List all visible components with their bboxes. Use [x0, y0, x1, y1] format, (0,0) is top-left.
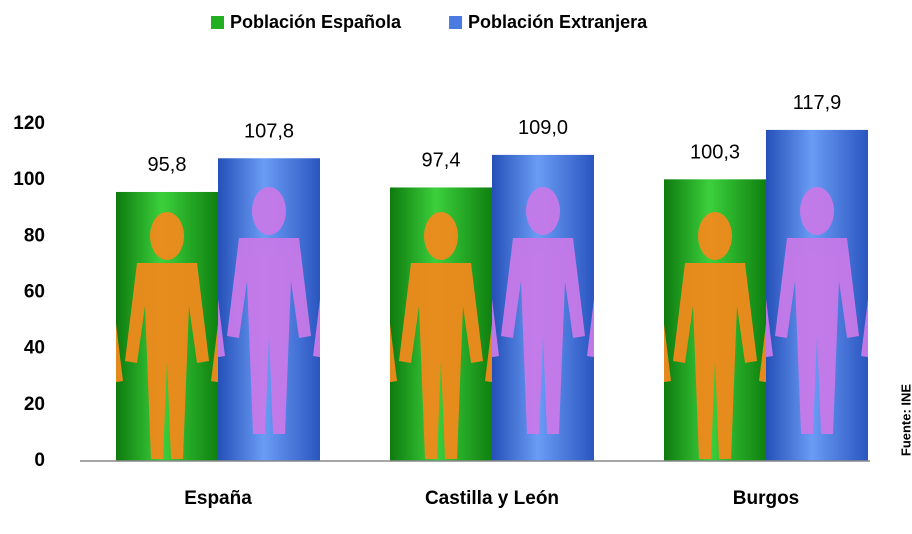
bar-decoration: [612, 212, 766, 459]
bar-decoration: [766, 187, 912, 434]
person-body: [775, 238, 859, 434]
person-head: [338, 207, 372, 255]
person-head: [64, 232, 98, 280]
person-body: [390, 323, 397, 383]
bar-decoration: [218, 187, 372, 434]
y-tick-label: 20: [24, 394, 45, 415]
person-body: [501, 238, 585, 434]
person-head: [886, 207, 912, 255]
y-tick-label: 80: [24, 225, 45, 246]
person-head: [698, 212, 732, 260]
person-head: [526, 187, 560, 235]
legend-swatch: [211, 16, 224, 29]
person-head: [252, 187, 286, 235]
bar-decoration: [492, 187, 646, 434]
x-tick-label: Castilla y León: [425, 488, 559, 509]
person-body: [313, 298, 320, 358]
person-body: [587, 298, 594, 358]
person-body: [673, 263, 757, 459]
source-note: Fuente: INE: [898, 384, 912, 457]
legend-swatch: [449, 16, 463, 29]
value-label: 97,4: [422, 150, 461, 172]
person-body: [125, 263, 209, 459]
person-body: [211, 323, 218, 383]
legend-label: Población Extranjera: [468, 12, 648, 32]
person-head: [612, 207, 646, 255]
x-tick-label: España: [184, 488, 252, 509]
bar-decoration: [338, 212, 492, 459]
person-body: [218, 298, 225, 358]
person-body: [116, 323, 123, 383]
value-label: 117,9: [793, 92, 842, 114]
person-body: [759, 323, 766, 383]
person-head: [800, 187, 834, 235]
bar-decoration: [64, 212, 218, 459]
y-tick-label: 40: [24, 338, 45, 359]
person-body: [664, 323, 671, 383]
person-body: [399, 263, 483, 459]
person-body: [766, 298, 773, 358]
person-head: [424, 212, 458, 260]
value-label: 100,3: [690, 142, 740, 164]
person-body: [485, 323, 492, 383]
person-head: [150, 212, 184, 260]
value-label: 95,8: [148, 154, 187, 176]
value-label: 109,0: [518, 117, 568, 139]
y-tick-label: 100: [13, 169, 45, 190]
y-tick-label: 120: [13, 113, 45, 134]
y-tick-label: 60: [24, 282, 45, 303]
person-head: [612, 232, 646, 280]
person-body: [861, 298, 868, 358]
person-body: [227, 238, 311, 434]
y-tick-label: 0: [34, 450, 45, 471]
person-head: [338, 232, 372, 280]
person-body: [492, 298, 499, 358]
value-label: 107,8: [244, 121, 294, 143]
legend-label: Población Española: [230, 12, 402, 32]
x-tick-label: Burgos: [733, 488, 800, 509]
